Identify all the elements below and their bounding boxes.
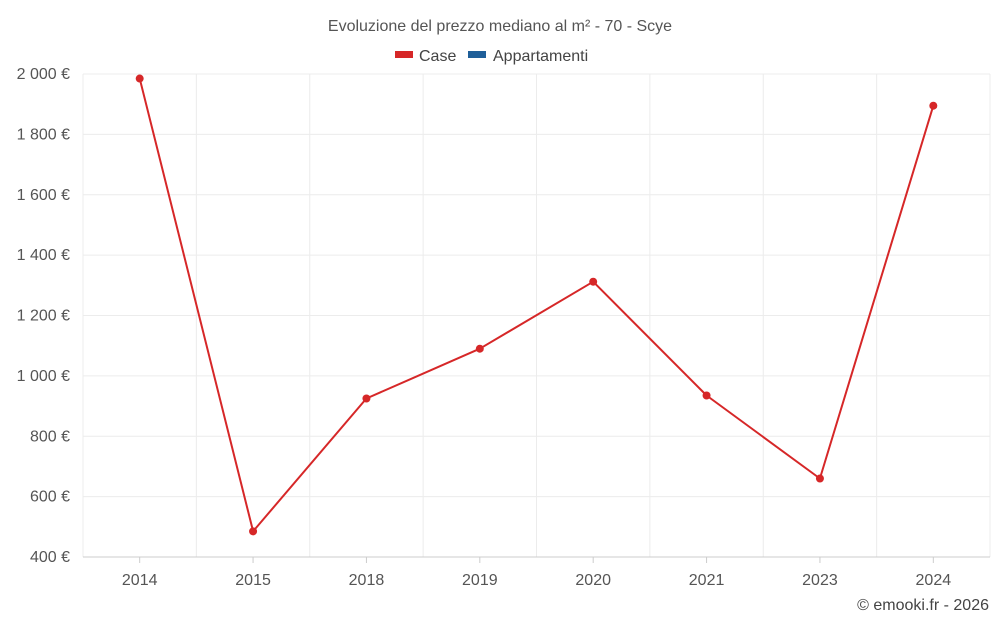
data-point xyxy=(249,527,258,536)
y-axis-ticks: 400 € 600 € 800 € 1 000 € 1 200 € 1 400 € 1 60… xyxy=(17,66,70,566)
y-tick-label: 800 € xyxy=(30,428,70,445)
data-point xyxy=(702,391,711,400)
y-tick-label: 1 600 € xyxy=(17,187,70,204)
y-tick-label: 2 000 € xyxy=(17,66,70,83)
series-line-case xyxy=(138,78,935,533)
credit-text: © emooki.fr - 2026 xyxy=(857,597,989,614)
y-tick-label: 1 200 € xyxy=(17,308,70,325)
y-tick-label: 1 800 € xyxy=(17,126,70,143)
x-tick-label: 2019 xyxy=(462,572,498,589)
legend-swatch-appartamenti xyxy=(468,51,486,58)
chart-title: Evoluzione del prezzo mediano al m² - 70… xyxy=(328,18,672,35)
x-tick-label: 2021 xyxy=(689,572,725,589)
y-tick-label: 400 € xyxy=(30,549,70,566)
legend-swatch-case xyxy=(395,51,413,58)
data-point xyxy=(589,277,598,286)
legend-label-case: Case xyxy=(419,48,456,65)
x-tick-label: 2020 xyxy=(575,572,611,589)
legend-item-case[interactable]: Case xyxy=(395,48,456,65)
y-tick-label: 600 € xyxy=(30,489,70,506)
x-tick-label: 2018 xyxy=(349,572,385,589)
data-point xyxy=(362,394,371,403)
legend: Case Appartamenti xyxy=(395,48,588,65)
data-point xyxy=(135,74,144,83)
x-axis-ticks: 2014 2015 2018 2019 2020 2021 2023 2024 xyxy=(122,557,951,589)
x-tick-label: 2014 xyxy=(122,572,158,589)
data-point xyxy=(815,474,824,483)
legend-label-appartamenti: Appartamenti xyxy=(493,48,588,65)
y-tick-label: 1 000 € xyxy=(17,368,70,385)
series-layer xyxy=(135,74,938,536)
x-tick-label: 2015 xyxy=(235,572,271,589)
data-point xyxy=(929,101,938,110)
legend-item-appartamenti[interactable]: Appartamenti xyxy=(468,48,588,65)
x-tick-label: 2023 xyxy=(802,572,838,589)
y-tick-label: 1 400 € xyxy=(17,247,70,264)
x-tick-label: 2024 xyxy=(916,572,952,589)
data-point xyxy=(475,344,484,353)
